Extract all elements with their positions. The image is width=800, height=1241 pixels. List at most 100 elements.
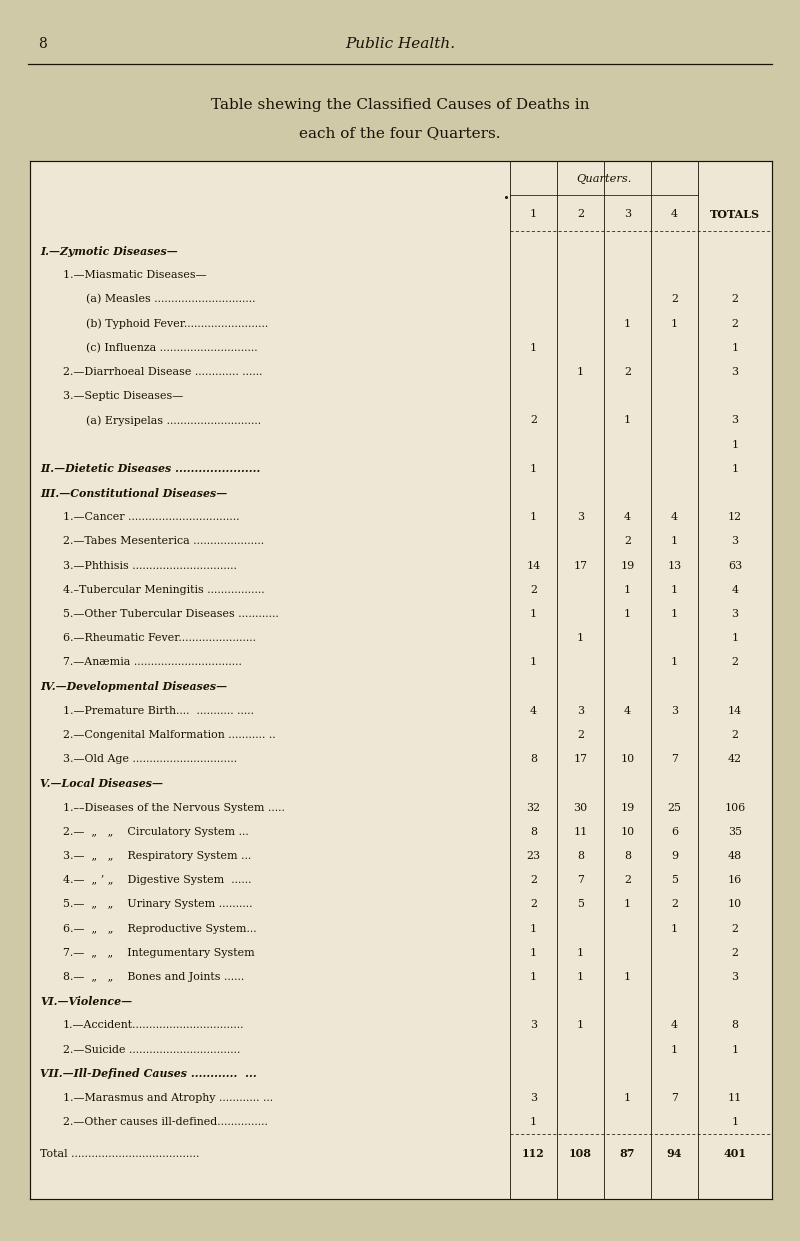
Text: (a) Erysipelas ............................: (a) Erysipelas .........................…	[86, 416, 261, 426]
Text: (c) Influenza .............................: (c) Influenza ..........................…	[86, 343, 258, 352]
Text: 48: 48	[728, 851, 742, 861]
Text: 3.—Phthisis ...............................: 3.—Phthisis ............................…	[63, 561, 237, 571]
Text: IV.—Developmental Diseases—: IV.—Developmental Diseases—	[40, 681, 227, 692]
Text: 3: 3	[671, 706, 678, 716]
Text: 4.–Tubercular Meningitis .................: 4.–Tubercular Meningitis ...............…	[63, 585, 265, 594]
Text: 1: 1	[671, 585, 678, 594]
Text: 1: 1	[731, 1117, 738, 1127]
Text: each of the four Quarters.: each of the four Quarters.	[299, 127, 501, 140]
Text: 1.—Marasmus and Atrophy ............ ...: 1.—Marasmus and Atrophy ............ ...	[63, 1093, 273, 1103]
Text: 112: 112	[522, 1148, 545, 1159]
Text: 1: 1	[530, 948, 537, 958]
Text: 7: 7	[671, 755, 678, 764]
Text: 13: 13	[667, 561, 682, 571]
Text: 1: 1	[671, 319, 678, 329]
Text: 3: 3	[731, 416, 738, 426]
Text: 2: 2	[530, 416, 537, 426]
Text: 1: 1	[671, 1045, 678, 1055]
Text: 17: 17	[574, 755, 587, 764]
Text: 1: 1	[577, 633, 584, 643]
Text: 1: 1	[530, 464, 537, 474]
Text: 7.—  „   „    Integumentary System: 7.— „ „ Integumentary System	[63, 948, 254, 958]
Text: 11: 11	[574, 827, 588, 836]
Text: 2: 2	[624, 367, 631, 377]
Text: 2.—  „   „    Circulatory System ...: 2.— „ „ Circulatory System ...	[63, 827, 249, 836]
Text: 14: 14	[526, 561, 541, 571]
Text: 108: 108	[569, 1148, 592, 1159]
Text: 3: 3	[731, 367, 738, 377]
Text: 3: 3	[731, 972, 738, 982]
Text: 2.—Diarrhoeal Disease ............. ......: 2.—Diarrhoeal Disease ............. ....…	[63, 367, 262, 377]
Text: II.—Dietetic Diseases ......................: II.—Dietetic Diseases ..................…	[40, 463, 260, 474]
Text: 5.—Other Tubercular Diseases ............: 5.—Other Tubercular Diseases ...........…	[63, 609, 278, 619]
Text: 3.—Old Age ...............................: 3.—Old Age .............................…	[63, 755, 237, 764]
Text: 1.—Premature Birth....  ........... .....: 1.—Premature Birth.... ........... .....	[63, 706, 254, 716]
Text: 19: 19	[620, 803, 634, 813]
Text: 5.—  „   „    Urinary System ..........: 5.— „ „ Urinary System ..........	[63, 900, 253, 910]
Text: 3: 3	[731, 536, 738, 546]
Text: Total ......................................: Total ..................................…	[40, 1149, 199, 1159]
Text: III.—Constitutional Diseases—: III.—Constitutional Diseases—	[40, 488, 227, 499]
Text: 1: 1	[731, 343, 738, 352]
Text: 8.—  „   „    Bones and Joints ......: 8.— „ „ Bones and Joints ......	[63, 972, 244, 982]
Text: 1: 1	[671, 658, 678, 668]
Text: 87: 87	[620, 1148, 635, 1159]
Text: 1: 1	[731, 464, 738, 474]
Text: 2: 2	[671, 900, 678, 910]
Text: 2: 2	[731, 319, 738, 329]
Text: 401: 401	[723, 1148, 746, 1159]
Text: 1.—Cancer .................................: 1.—Cancer ..............................…	[63, 513, 239, 522]
Text: 94: 94	[666, 1148, 682, 1159]
Text: TOTALS: TOTALS	[710, 208, 760, 220]
Text: 1: 1	[731, 633, 738, 643]
Text: 1: 1	[530, 972, 537, 982]
Text: 6: 6	[671, 827, 678, 836]
Text: 1: 1	[624, 1093, 631, 1103]
Text: 1: 1	[577, 948, 584, 958]
Text: 10: 10	[621, 827, 634, 836]
Text: 3.—  „   „    Respiratory System ...: 3.— „ „ Respiratory System ...	[63, 851, 251, 861]
Text: 1: 1	[530, 658, 537, 668]
Text: 8: 8	[731, 1020, 738, 1030]
Text: 1: 1	[671, 536, 678, 546]
Text: 1.—Accident.................................: 1.—Accident.............................…	[63, 1020, 245, 1030]
Text: 25: 25	[667, 803, 682, 813]
Text: 1.––Diseases of the Nervous System .....: 1.––Diseases of the Nervous System .....	[63, 803, 285, 813]
Text: 6.—Rheumatic Fever.......................: 6.—Rheumatic Fever......................…	[63, 633, 256, 643]
Text: 1: 1	[577, 367, 584, 377]
Text: 7: 7	[577, 875, 584, 885]
Text: 1: 1	[530, 1117, 537, 1127]
Text: 2: 2	[731, 294, 738, 304]
Text: 19: 19	[620, 561, 634, 571]
Text: 8: 8	[530, 827, 537, 836]
Text: 30: 30	[574, 803, 587, 813]
Text: 2: 2	[731, 658, 738, 668]
Text: 2.—Other causes ill-defined...............: 2.—Other causes ill-defined.............…	[63, 1117, 268, 1127]
Text: 12: 12	[728, 513, 742, 522]
Text: 3: 3	[577, 513, 584, 522]
Text: 42: 42	[728, 755, 742, 764]
Text: 2: 2	[624, 875, 631, 885]
Text: 8: 8	[577, 851, 584, 861]
Text: 2: 2	[731, 948, 738, 958]
Text: 3: 3	[530, 1093, 537, 1103]
Text: 3: 3	[731, 609, 738, 619]
Text: VII.—Ill-Defined Causes ............  ...: VII.—Ill-Defined Causes ............ ...	[40, 1069, 257, 1080]
Text: 3: 3	[624, 208, 631, 218]
Text: 1: 1	[624, 319, 631, 329]
Text: 1: 1	[530, 923, 537, 933]
Text: 106: 106	[724, 803, 746, 813]
Text: 2.—Suicide .................................: 2.—Suicide .............................…	[63, 1045, 240, 1055]
Text: 1: 1	[577, 1020, 584, 1030]
Text: 2: 2	[577, 730, 584, 740]
Text: 7.—Anæmia ................................: 7.—Anæmia ..............................…	[63, 658, 242, 668]
Text: 1: 1	[671, 923, 678, 933]
Text: 1: 1	[624, 900, 631, 910]
Text: 1: 1	[624, 585, 631, 594]
Text: 7: 7	[671, 1093, 678, 1103]
Text: 4: 4	[624, 706, 631, 716]
Text: 2.—Congenital Malformation ........... ..: 2.—Congenital Malformation ........... .…	[63, 730, 276, 740]
Text: Quarters.: Quarters.	[576, 174, 632, 184]
Text: 5: 5	[671, 875, 678, 885]
Text: 10: 10	[728, 900, 742, 910]
